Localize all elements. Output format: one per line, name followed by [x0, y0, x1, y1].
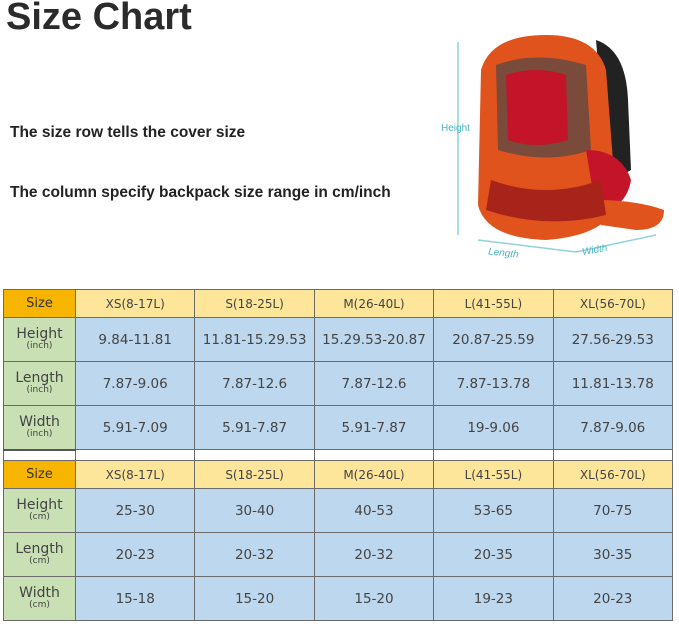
table-cell: 15-20: [313, 576, 435, 621]
row-unit: (cm): [29, 556, 50, 567]
header-row: Size XS(8-17L) S(18-25L) M(26-40L) L(41-…: [3, 289, 674, 318]
description-size-row: The size row tells the cover size: [10, 124, 246, 141]
row-name: Height: [16, 496, 63, 513]
row-label: Width (inch): [3, 405, 76, 450]
row-name: Height: [16, 325, 63, 342]
table-cell: 5.91-7.87: [313, 405, 435, 450]
table-cell: 5.91-7.09: [74, 405, 196, 450]
row-label: Height (cm): [3, 488, 76, 533]
table-row: Height (cm) 25-30 30-40 40-53 53-65 70-75: [3, 488, 674, 533]
row-unit: (inch): [26, 341, 53, 352]
column-header: M(26-40L): [313, 289, 435, 318]
row-label: Width (cm): [3, 576, 76, 621]
column-header: S(18-25L): [194, 460, 315, 489]
table-cell: 40-53: [313, 488, 435, 533]
table-cell: 15-18: [74, 576, 196, 621]
table-cell: 20-23: [74, 532, 196, 577]
row-name: Width: [19, 584, 60, 601]
column-header: XL(56-70L): [552, 289, 674, 318]
column-header: L(41-55L): [433, 289, 554, 318]
backpack-image: [457, 35, 664, 253]
row-name: Width: [19, 413, 60, 430]
row-label: Length (inch): [3, 361, 76, 406]
table-cell: 30-40: [194, 488, 315, 533]
table-cell: 25-30: [74, 488, 196, 533]
row-unit: (inch): [26, 385, 53, 396]
size-table-cm: Size XS(8-17L) S(18-25L) M(26-40L) L(41-…: [3, 460, 674, 621]
table-row: Height (inch) 9.84-11.81 11.81-15.29.53 1…: [3, 317, 674, 362]
row-name: Length: [15, 540, 64, 557]
table-row: Length (inch) 7.87-9.06 7.87-12.6 7.87-12…: [3, 361, 674, 406]
table-cell: 19-23: [433, 576, 554, 621]
table-cell: 7.87-12.6: [194, 361, 315, 406]
column-header: XS(8-17L): [74, 289, 196, 318]
column-header: XL(56-70L): [552, 460, 674, 489]
table-cell: 9.84-11.81: [74, 317, 196, 362]
size-header: Size: [3, 289, 76, 318]
table-cell: 11.81-15.29.53: [194, 317, 315, 362]
page-title: Size Chart: [6, 0, 192, 38]
height-label: Height: [441, 123, 470, 134]
table-cell: 30-35: [552, 532, 674, 577]
column-header: S(18-25L): [194, 289, 315, 318]
table-cell: 15.29.53-20.87: [313, 317, 435, 362]
table-cell: 7.87-13.78: [433, 361, 554, 406]
table-cell: 20-32: [194, 532, 315, 577]
table-cell: 70-75: [552, 488, 674, 533]
description-columns: The column specify backpack size range i…: [10, 184, 391, 201]
size-table-inch: Size XS(8-17L) S(18-25L) M(26-40L) L(41-…: [3, 289, 674, 461]
row-label: Height (inch): [3, 317, 76, 362]
width-dimension-line: [575, 234, 657, 253]
table-cell: 5.91-7.87: [194, 405, 315, 450]
table-row: Width (cm) 15-18 15-20 15-20 19-23 20-23: [3, 576, 674, 621]
row-name: Length: [15, 369, 64, 386]
table-cell: 7.87-12.6: [313, 361, 435, 406]
table-cell: 7.87-9.06: [552, 405, 674, 450]
column-header: M(26-40L): [313, 460, 435, 489]
table-row: Length (cm) 20-23 20-32 20-32 20-35 30-35: [3, 532, 674, 577]
length-dimension-line: [477, 239, 577, 253]
row-unit: (cm): [29, 600, 50, 611]
row-unit: (cm): [29, 512, 50, 523]
table-cell: 19-9.06: [433, 405, 554, 450]
row-unit: (inch): [26, 429, 53, 439]
table-cell: 53-65: [433, 488, 554, 533]
table-cell: 7.87-9.06: [74, 361, 196, 406]
table-cell: 20-32: [313, 532, 435, 577]
column-header: L(41-55L): [433, 460, 554, 489]
table-cell: 20.87-25.59: [433, 317, 554, 362]
table-cell: 15-20: [194, 576, 315, 621]
size-header: Size: [3, 460, 76, 489]
row-label: Length (cm): [3, 532, 76, 577]
table-row: Width (inch) 5.91-7.09 5.91-7.87 5.91-7.8…: [3, 405, 674, 450]
table-cell: 20-35: [433, 532, 554, 577]
header-row: Size XS(8-17L) S(18-25L) M(26-40L) L(41-…: [3, 460, 674, 489]
table-cell: 20-23: [552, 576, 674, 621]
table-cell: 11.81-13.78: [552, 361, 674, 406]
table-cell: 27.56-29.53: [552, 317, 674, 362]
column-header: XS(8-17L): [74, 460, 196, 489]
